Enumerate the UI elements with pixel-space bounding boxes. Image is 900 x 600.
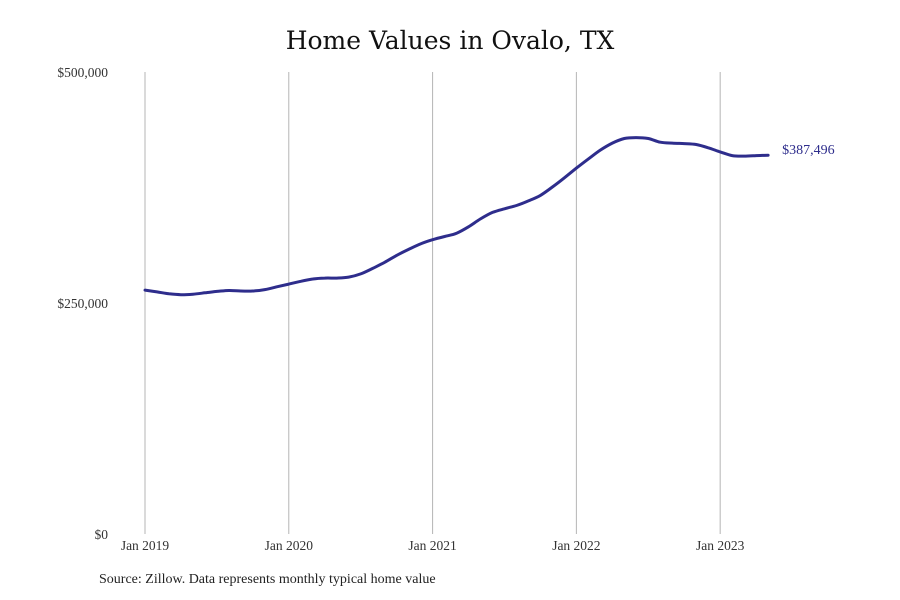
y-tick-label: $250,000 [57, 296, 108, 311]
x-tick-label: Jan 2022 [552, 538, 600, 553]
annotations: $387,496 [782, 143, 835, 158]
x-tick-label: Jan 2019 [121, 538, 170, 553]
y-tick-label: $500,000 [57, 65, 108, 80]
source-note: Source: Zillow. Data represents monthly … [99, 572, 436, 587]
chart-title: Home Values in Ovalo, TX [285, 26, 615, 55]
x-tick-label: Jan 2023 [696, 538, 745, 553]
end-value-label: $387,496 [782, 143, 835, 158]
series-group [143, 136, 770, 297]
x-tick-label: Jan 2020 [265, 538, 314, 553]
gridlines [144, 72, 721, 534]
x-tick-label: Jan 2021 [408, 538, 456, 553]
y-tick-label: $0 [95, 527, 109, 542]
x-axis-tick-labels: Jan 2019 Jan 2020 Jan 2021 Jan 2022 Jan 2023 [121, 538, 745, 553]
series-line [143, 136, 770, 297]
y-axis-tick-labels: $0 $250,000 $500,000 [57, 65, 108, 542]
